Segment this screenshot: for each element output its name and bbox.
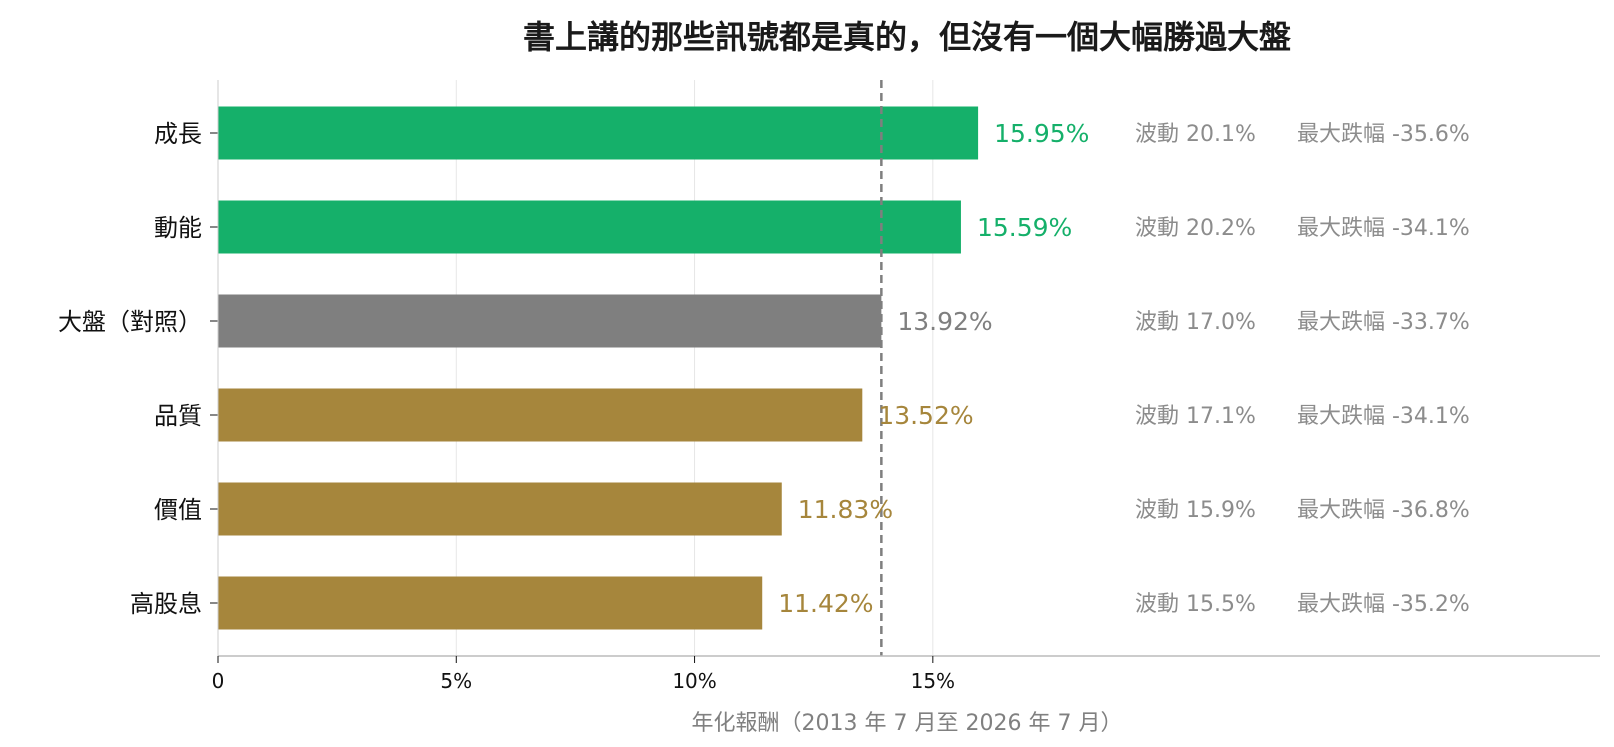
chart-title: 書上講的那些訊號都是真的，但沒有一個大幅勝過大盤 bbox=[523, 18, 1291, 56]
volatility-label: 波動 15.5% bbox=[1135, 592, 1256, 617]
volatility-label: 波動 17.1% bbox=[1135, 404, 1256, 429]
x-tick-label: 15% bbox=[911, 669, 955, 693]
value-labels: 15.95% 15.59% 13.92% 13.52% 11.83% 11.42% bbox=[778, 119, 1089, 618]
grid-lines bbox=[455, 80, 934, 656]
value-label: 13.52% bbox=[878, 401, 973, 430]
x-axis: 0 5% 10% 15% bbox=[212, 80, 1600, 693]
value-label: 15.59% bbox=[977, 213, 1072, 242]
value-label: 15.95% bbox=[994, 119, 1089, 148]
category-label: 大盤（對照） bbox=[58, 308, 202, 336]
bar bbox=[218, 576, 763, 630]
value-label: 11.83% bbox=[798, 495, 893, 524]
max-drawdown-label: 最大跌幅 -33.7% bbox=[1297, 310, 1470, 335]
bar bbox=[218, 482, 782, 536]
category-label: 成長 bbox=[154, 120, 202, 148]
bar bbox=[218, 200, 961, 254]
max-drawdown-label: 最大跌幅 -36.8% bbox=[1297, 498, 1470, 523]
volatility-label: 波動 20.2% bbox=[1135, 216, 1256, 241]
category-label: 價值 bbox=[154, 496, 202, 524]
x-tick-label: 5% bbox=[440, 669, 472, 693]
x-tick-label: 0 bbox=[212, 669, 225, 693]
category-label: 動能 bbox=[154, 214, 202, 242]
max-drawdown-label: 最大跌幅 -35.2% bbox=[1297, 592, 1470, 617]
bar bbox=[218, 106, 979, 160]
max-drawdown-label: 最大跌幅 -35.6% bbox=[1297, 122, 1470, 147]
value-label: 13.92% bbox=[897, 307, 992, 336]
volatility-label: 波動 20.1% bbox=[1135, 122, 1256, 147]
bars bbox=[218, 106, 979, 630]
side-notes: 波動 20.1% 最大跌幅 -35.6% 波動 20.2% 最大跌幅 -34.1% 波動… bbox=[1135, 122, 1470, 617]
bar bbox=[218, 294, 882, 348]
max-drawdown-label: 最大跌幅 -34.1% bbox=[1297, 216, 1470, 241]
volatility-label: 波動 17.0% bbox=[1135, 310, 1256, 335]
bar bbox=[218, 388, 863, 442]
category-label: 高股息 bbox=[130, 590, 202, 618]
x-tick-label: 10% bbox=[672, 669, 716, 693]
volatility-label: 波動 15.9% bbox=[1135, 498, 1256, 523]
value-label: 11.42% bbox=[778, 589, 873, 618]
category-label: 品質 bbox=[154, 402, 202, 430]
max-drawdown-label: 最大跌幅 -34.1% bbox=[1297, 404, 1470, 429]
x-axis-title: 年化報酬（2013 年 7 月至 2026 年 7 月） bbox=[692, 711, 1123, 736]
